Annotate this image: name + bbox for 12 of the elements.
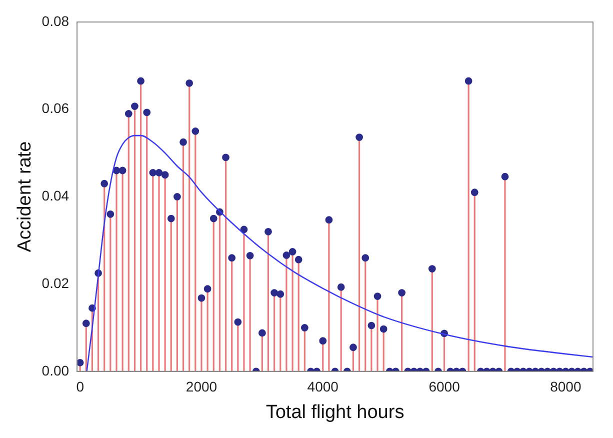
y-tick-label: 0.00 <box>42 362 70 378</box>
y-tick-label: 0.08 <box>42 12 70 29</box>
y-axis-title: Accident rate <box>14 141 36 252</box>
x-tick-label: 6000 <box>428 378 460 395</box>
x-tick-label: 8000 <box>550 378 582 395</box>
x-tick-label: 2000 <box>186 378 218 395</box>
y-tick-label: 0.06 <box>42 100 70 116</box>
x-axis-title: Total flight hours <box>266 402 404 423</box>
x-tick-label: 0 <box>76 378 84 395</box>
x-tick-label: 4000 <box>307 378 339 395</box>
y-tick-label: 0.04 <box>42 188 70 204</box>
y-tick-label: 0.02 <box>42 274 70 291</box>
